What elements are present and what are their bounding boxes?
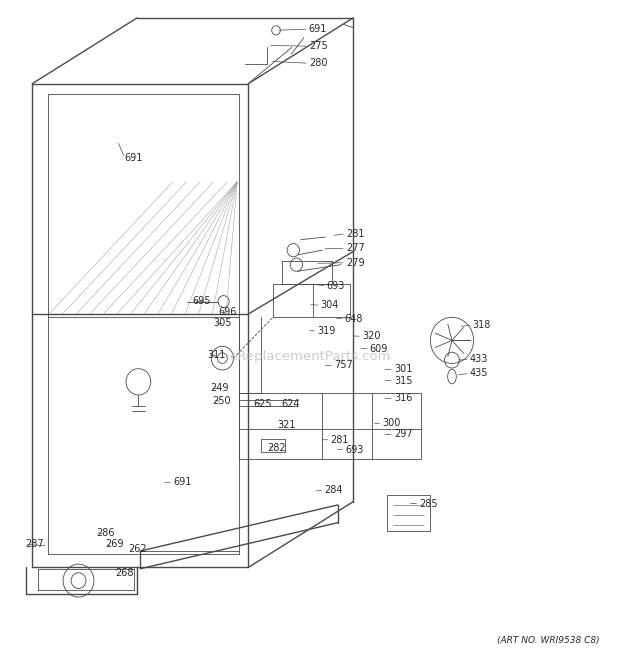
Text: 250: 250	[212, 396, 231, 406]
Text: 691: 691	[125, 153, 143, 163]
Text: 757: 757	[334, 360, 353, 370]
Text: 304: 304	[321, 301, 339, 311]
Text: 268: 268	[115, 568, 133, 578]
Text: 286: 286	[96, 527, 114, 537]
Text: 285: 285	[419, 498, 438, 508]
Text: 282: 282	[267, 443, 285, 453]
Text: 648: 648	[345, 314, 363, 324]
Text: 433: 433	[470, 354, 488, 364]
Text: 435: 435	[470, 368, 489, 378]
Text: 321: 321	[277, 420, 296, 430]
Text: 318: 318	[472, 320, 490, 330]
Text: 281: 281	[330, 435, 349, 445]
Text: 693: 693	[327, 281, 345, 291]
Text: 262: 262	[128, 544, 147, 554]
Text: 269: 269	[105, 539, 123, 549]
Text: 301: 301	[394, 364, 412, 374]
Text: 691: 691	[309, 24, 327, 34]
Text: 305: 305	[214, 318, 232, 329]
Text: 693: 693	[345, 445, 363, 455]
Text: 315: 315	[394, 375, 412, 385]
Text: 625: 625	[253, 399, 272, 409]
Text: 280: 280	[309, 58, 327, 68]
Text: 316: 316	[394, 393, 412, 403]
Text: 311: 311	[208, 350, 226, 360]
Text: eReplacementParts.com: eReplacementParts.com	[229, 350, 391, 364]
Text: 281: 281	[346, 229, 365, 239]
Text: 279: 279	[346, 258, 365, 268]
Text: 287: 287	[25, 539, 43, 549]
Text: 319: 319	[317, 326, 336, 336]
Text: 624: 624	[281, 399, 299, 409]
Text: 284: 284	[324, 485, 343, 496]
Text: 695: 695	[193, 296, 211, 306]
Text: 696: 696	[219, 307, 237, 317]
Text: (ART NO. WRI9538 C8): (ART NO. WRI9538 C8)	[497, 636, 600, 645]
Text: 249: 249	[210, 383, 229, 393]
Text: 300: 300	[382, 418, 401, 428]
Text: 609: 609	[370, 344, 388, 354]
Text: 275: 275	[309, 41, 327, 51]
Text: 320: 320	[362, 331, 380, 342]
Text: 297: 297	[394, 430, 412, 440]
Text: 691: 691	[173, 477, 192, 487]
Text: 277: 277	[346, 243, 365, 253]
